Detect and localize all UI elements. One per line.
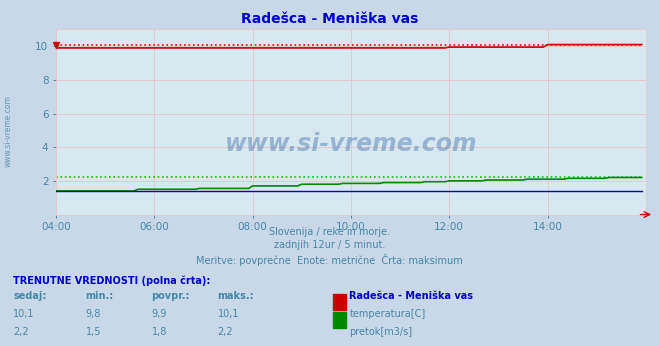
Text: 10,1: 10,1 bbox=[13, 309, 35, 319]
Text: povpr.:: povpr.: bbox=[152, 291, 190, 301]
Text: min.:: min.: bbox=[86, 291, 114, 301]
Text: Slovenija / reke in morje.: Slovenija / reke in morje. bbox=[269, 227, 390, 237]
Text: Radešca - Meniška vas: Radešca - Meniška vas bbox=[349, 291, 473, 301]
Text: temperatura[C]: temperatura[C] bbox=[349, 309, 426, 319]
Text: 2,2: 2,2 bbox=[217, 327, 233, 337]
Text: pretok[m3/s]: pretok[m3/s] bbox=[349, 327, 413, 337]
Text: 1,8: 1,8 bbox=[152, 327, 167, 337]
Text: maks.:: maks.: bbox=[217, 291, 254, 301]
Text: 9,8: 9,8 bbox=[86, 309, 101, 319]
Text: 1,5: 1,5 bbox=[86, 327, 101, 337]
Text: Radešca - Meniška vas: Radešca - Meniška vas bbox=[241, 12, 418, 26]
Text: www.si-vreme.com: www.si-vreme.com bbox=[3, 95, 13, 167]
Text: Meritve: povprečne  Enote: metrične  Črta: maksimum: Meritve: povprečne Enote: metrične Črta:… bbox=[196, 254, 463, 266]
Text: 2,2: 2,2 bbox=[13, 327, 29, 337]
Text: zadnjih 12ur / 5 minut.: zadnjih 12ur / 5 minut. bbox=[273, 240, 386, 251]
Text: 9,9: 9,9 bbox=[152, 309, 167, 319]
Text: sedaj:: sedaj: bbox=[13, 291, 47, 301]
Text: www.si-vreme.com: www.si-vreme.com bbox=[225, 132, 477, 156]
Text: TRENUTNE VREDNOSTI (polna črta):: TRENUTNE VREDNOSTI (polna črta): bbox=[13, 275, 211, 285]
Text: 10,1: 10,1 bbox=[217, 309, 239, 319]
